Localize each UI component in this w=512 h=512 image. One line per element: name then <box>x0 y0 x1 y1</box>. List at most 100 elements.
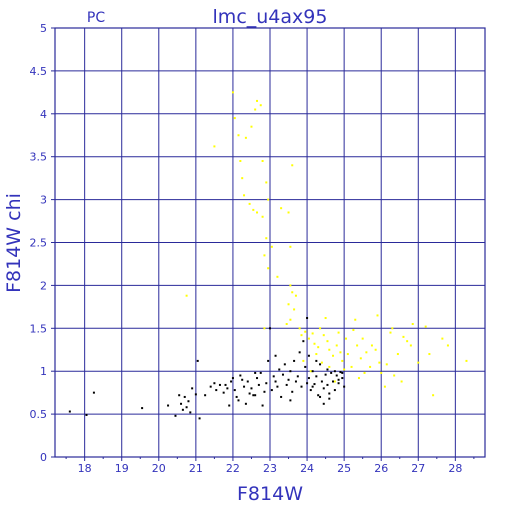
y-tick-label: 0 <box>40 451 47 464</box>
black-point <box>322 402 325 405</box>
y-tick-label: 5 <box>40 22 47 35</box>
yellow-point <box>237 134 240 137</box>
yellow-point <box>287 211 290 214</box>
black-point <box>307 377 310 380</box>
yellow-point <box>263 327 266 330</box>
yellow-point <box>300 334 303 337</box>
black-point <box>328 397 331 400</box>
x-tick-label: 21 <box>189 462 203 475</box>
black-point <box>241 378 244 381</box>
black-point <box>246 380 249 383</box>
black-point <box>183 395 186 398</box>
black-point <box>337 378 340 381</box>
black-point <box>328 392 331 395</box>
black-point <box>228 404 231 407</box>
data-points <box>68 91 468 420</box>
black-point <box>215 389 218 392</box>
x-tick-label: 26 <box>374 462 388 475</box>
yellow-point <box>259 104 262 107</box>
yellow-point <box>280 207 283 210</box>
yellow-point <box>233 117 236 120</box>
yellow-point <box>322 334 325 337</box>
black-point <box>341 371 344 374</box>
yellow-point <box>289 318 292 321</box>
yellow-point <box>376 314 379 317</box>
black-point <box>92 391 95 394</box>
yellow-point <box>354 318 357 321</box>
black-point <box>311 385 314 388</box>
yellow-point <box>254 108 257 111</box>
yellow-point <box>352 329 355 332</box>
black-point <box>270 389 273 392</box>
yellow-point <box>248 202 251 205</box>
yellow-point <box>411 323 414 326</box>
yellow-point <box>380 371 383 374</box>
yellow-point <box>276 275 279 278</box>
black-point <box>319 363 322 366</box>
yellow-point <box>402 335 405 338</box>
yellow-point <box>391 327 394 330</box>
x-tick-label: 25 <box>337 462 351 475</box>
black-point <box>337 382 340 385</box>
black-point <box>213 382 216 385</box>
black-point <box>293 359 296 362</box>
x-tick-label: 28 <box>448 462 462 475</box>
black-point <box>274 354 277 357</box>
yellow-point <box>250 125 253 128</box>
black-point <box>343 385 346 388</box>
black-point <box>309 389 312 392</box>
yellow-point <box>417 361 420 364</box>
yellow-point <box>359 357 362 360</box>
yellow-point <box>378 361 381 364</box>
yellow-point <box>239 159 242 162</box>
y-axis-label: F814W chi <box>3 193 25 293</box>
yellow-point <box>370 344 373 347</box>
black-point <box>263 390 266 393</box>
y-tick-label: 1.5 <box>30 322 48 335</box>
black-point <box>254 371 257 374</box>
x-tick-label: 24 <box>300 462 314 475</box>
y-tick-label: 4.5 <box>30 65 48 78</box>
yellow-point <box>396 353 399 356</box>
black-point <box>307 354 310 357</box>
black-point <box>257 383 260 386</box>
x-tick-label: 23 <box>263 462 277 475</box>
black-point <box>226 387 229 390</box>
black-point <box>339 371 342 374</box>
black-point <box>274 380 277 383</box>
yellow-point <box>320 361 323 364</box>
y-tick-label: 0.5 <box>30 408 48 421</box>
black-point <box>326 383 329 386</box>
yellow-point <box>307 337 310 340</box>
black-point <box>209 385 212 388</box>
black-point <box>178 394 181 397</box>
black-point <box>272 375 275 378</box>
black-point <box>315 359 318 362</box>
yellow-point <box>291 291 294 294</box>
black-point <box>141 407 144 410</box>
yellow-point <box>341 359 344 362</box>
yellow-point <box>363 371 366 374</box>
plot-frame <box>54 27 486 458</box>
x-tick-label: 18 <box>78 462 92 475</box>
yellow-point <box>446 344 449 347</box>
yellow-point <box>441 337 444 340</box>
yellow-point <box>424 325 427 328</box>
yellow-point <box>289 284 292 287</box>
corner-label: PC <box>87 10 105 26</box>
black-point <box>326 368 329 371</box>
yellow-point <box>285 323 288 326</box>
x-tick-labels: 18 19 20 21 22 23 24 25 26 27 28 <box>78 462 463 475</box>
black-point <box>167 404 170 407</box>
black-point <box>252 394 255 397</box>
yellow-point <box>383 385 386 388</box>
black-point <box>283 363 286 366</box>
yellow-point <box>294 294 297 297</box>
black-point <box>181 408 184 411</box>
yellow-point <box>374 348 377 351</box>
yellow-point <box>213 145 216 148</box>
y-tick-label: 4 <box>40 108 47 121</box>
black-point <box>291 390 294 393</box>
yellow-point <box>263 254 266 257</box>
